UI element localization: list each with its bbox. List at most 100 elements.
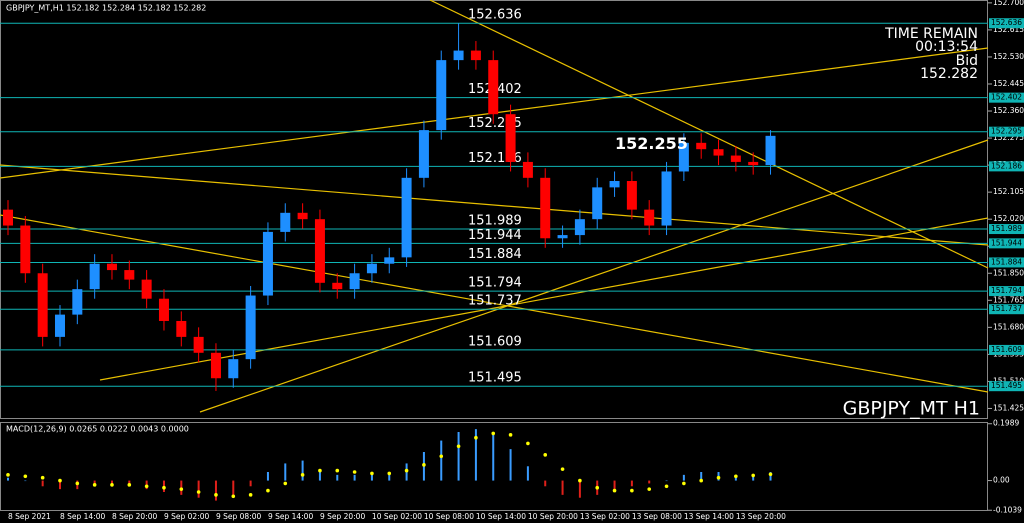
candle-body	[72, 289, 83, 315]
x-tick-label: 8 Sep 14:00	[60, 512, 106, 521]
macd-bar	[457, 432, 460, 481]
level-axis-box	[989, 18, 1024, 29]
level-axis-box	[989, 257, 1024, 268]
macd-bar	[58, 480, 61, 490]
macd-bar	[284, 463, 287, 481]
macd-signal-dot	[543, 453, 548, 457]
macd-signal-dot	[716, 475, 721, 480]
candle-body	[488, 60, 499, 115]
level-axis-box	[989, 381, 1024, 392]
level-axis-label: 151.989	[991, 224, 1022, 233]
y-tick-label: 152.530	[993, 52, 1024, 61]
chart-header: GBPJPY_MT,H1 152.182 152.284 152.182 152…	[6, 4, 206, 13]
main-panel-border	[0, 0, 988, 419]
macd-signal-dot	[595, 485, 600, 490]
candle-body	[609, 181, 620, 188]
macd-signal-dot	[144, 484, 149, 489]
macd-header: MACD(12,26,9) 0.0265 0.0222 0.0043 0.000…	[6, 425, 189, 434]
x-tick-label: 10 Sep 20:00	[528, 512, 578, 521]
macd-signal-dot	[214, 493, 218, 497]
y-tick-label: 151.680	[993, 322, 1024, 331]
macd-y-tick-label: 0.00	[993, 476, 1010, 485]
macd-bar	[370, 474, 373, 481]
macd-bar	[752, 474, 755, 481]
level-label: 151.495	[468, 371, 522, 386]
level-axis-label: 152.295	[991, 127, 1022, 136]
candle-body	[210, 352, 221, 379]
candle-body	[678, 142, 689, 172]
candle-body	[54, 314, 65, 337]
macd-bar	[682, 474, 685, 481]
level-label: 151.794	[468, 276, 522, 291]
bid-label: Bid	[956, 53, 978, 69]
level-axis-box	[989, 161, 1024, 172]
macd-signal-dot	[300, 473, 305, 477]
level-axis-box	[989, 238, 1024, 249]
x-tick-label: 9 Sep 14:00	[268, 512, 314, 521]
macd-bar	[561, 480, 564, 495]
level-axis-label: 151.609	[991, 345, 1022, 354]
macd-signal-dot	[526, 441, 530, 446]
trendline	[0, 164, 989, 246]
level-axis-box	[989, 224, 1024, 235]
x-tick-label: 10 Sep 08:00	[424, 512, 474, 521]
candle-body	[557, 235, 568, 239]
macd-signal-dot	[40, 475, 45, 480]
macd-signal-dot	[266, 488, 270, 493]
macd-bar	[110, 480, 113, 484]
macd-y-tick-label: 0.1989	[993, 419, 1019, 428]
level-axis-label: 151.737	[991, 304, 1022, 313]
candle-body	[193, 336, 204, 353]
y-tick-label: 152.445	[993, 79, 1024, 88]
symbol-label: GBPJPY_MT H1	[843, 398, 980, 420]
x-tick-label: 9 Sep 20:00	[320, 512, 366, 521]
macd-signal-dot	[491, 431, 496, 436]
y-tick-label: 152.020	[993, 214, 1024, 223]
macd-signal-dot	[92, 483, 97, 487]
level-axis-label: 151.944	[991, 238, 1022, 247]
macd-signal-dot	[630, 488, 634, 493]
level-axis-label: 152.186	[991, 161, 1022, 170]
candle-body	[540, 177, 551, 239]
macd-bar	[336, 474, 339, 481]
level-axis-box	[989, 304, 1024, 315]
macd-bar	[318, 469, 321, 481]
macd-signal-dot	[664, 484, 669, 489]
candle-body	[522, 161, 533, 178]
candle-body	[89, 263, 100, 290]
level-axis-box	[989, 344, 1024, 355]
candle-body	[592, 187, 603, 220]
x-tick-label: 8 Sep 20:00	[112, 512, 158, 521]
x-tick-label: 9 Sep 02:00	[164, 512, 210, 521]
macd-bar	[24, 480, 27, 482]
macd-signal-dot	[768, 472, 773, 477]
candle-body	[176, 320, 187, 337]
macd-signal-dot	[335, 468, 340, 473]
macd-signal-dot	[647, 487, 652, 491]
trendline	[429, 0, 989, 269]
trendline	[0, 214, 989, 393]
macd-bar	[41, 480, 44, 487]
macd-bar	[509, 449, 512, 481]
x-tick-label: 10 Sep 14:00	[476, 512, 526, 521]
x-tick-label: 10 Sep 02:00	[372, 512, 422, 521]
candle-body	[3, 209, 13, 226]
macd-bar	[544, 480, 547, 487]
macd-bar	[700, 472, 703, 481]
level-axis-box	[989, 126, 1024, 137]
candle-body	[401, 177, 412, 258]
macd-bar	[613, 480, 616, 490]
x-tick-label: 13 Sep 14:00	[684, 512, 734, 521]
level-label: 151.944	[468, 228, 522, 243]
y-tick-label: 151.850	[993, 268, 1024, 277]
macd-signal-dot	[682, 481, 686, 486]
macd-signal-dot	[560, 467, 565, 471]
macd-bar	[492, 434, 495, 481]
candle-body	[332, 282, 343, 290]
candle-body	[141, 279, 152, 299]
candle-body	[314, 219, 325, 283]
macd-bar	[214, 480, 217, 501]
macd-signal-dot	[231, 494, 236, 499]
